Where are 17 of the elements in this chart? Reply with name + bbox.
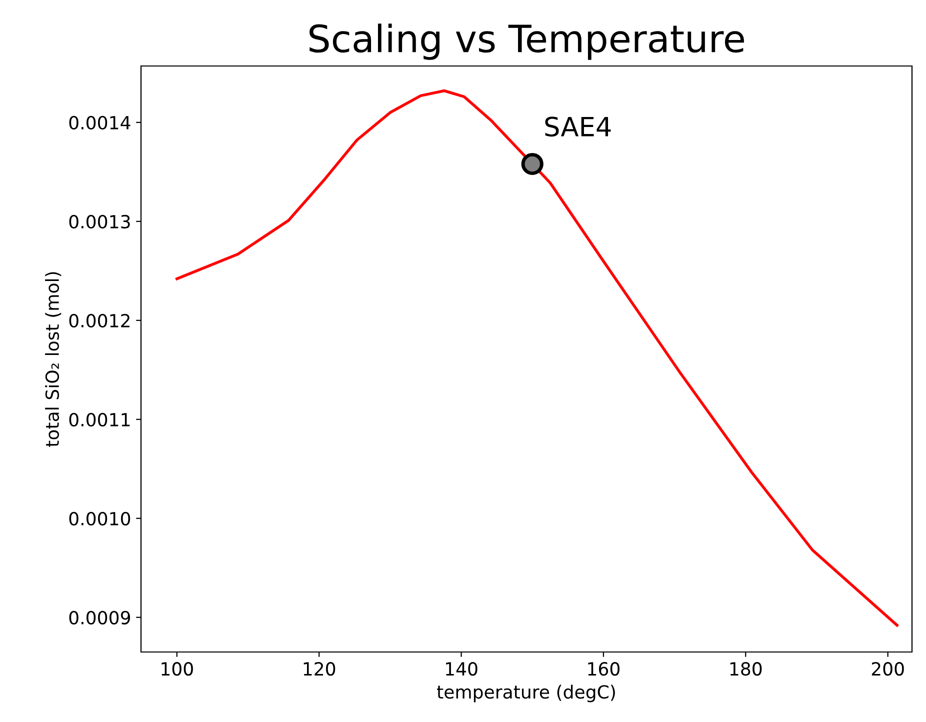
y-tick-label: 0.0010 [69, 512, 130, 526]
y-tick-label: 0.0012 [69, 314, 130, 328]
y-tick-label: 0.0009 [69, 610, 130, 624]
y-tick-label: 0.0014 [69, 116, 130, 130]
x-axis-title: temperature (degC) [437, 684, 615, 702]
x-tick-label: 120 [304, 662, 336, 676]
y-tick-label: 0.0011 [69, 412, 130, 426]
y-tick-label: 0.0013 [69, 214, 130, 229]
x-tick-label: 160 [588, 662, 620, 676]
x-tick-label: 180 [730, 662, 762, 676]
annotation: SAE4 [545, 116, 611, 137]
x-tick-label: 140 [446, 662, 478, 676]
line-series [176, 89, 898, 627]
x-tick-label: 100 [162, 662, 193, 676]
y-axis-title: total SiO₂ lost (mol) [45, 272, 62, 447]
chart-title: Scaling vs Temperature [310, 24, 744, 60]
x-tick-label: 200 [872, 662, 904, 676]
